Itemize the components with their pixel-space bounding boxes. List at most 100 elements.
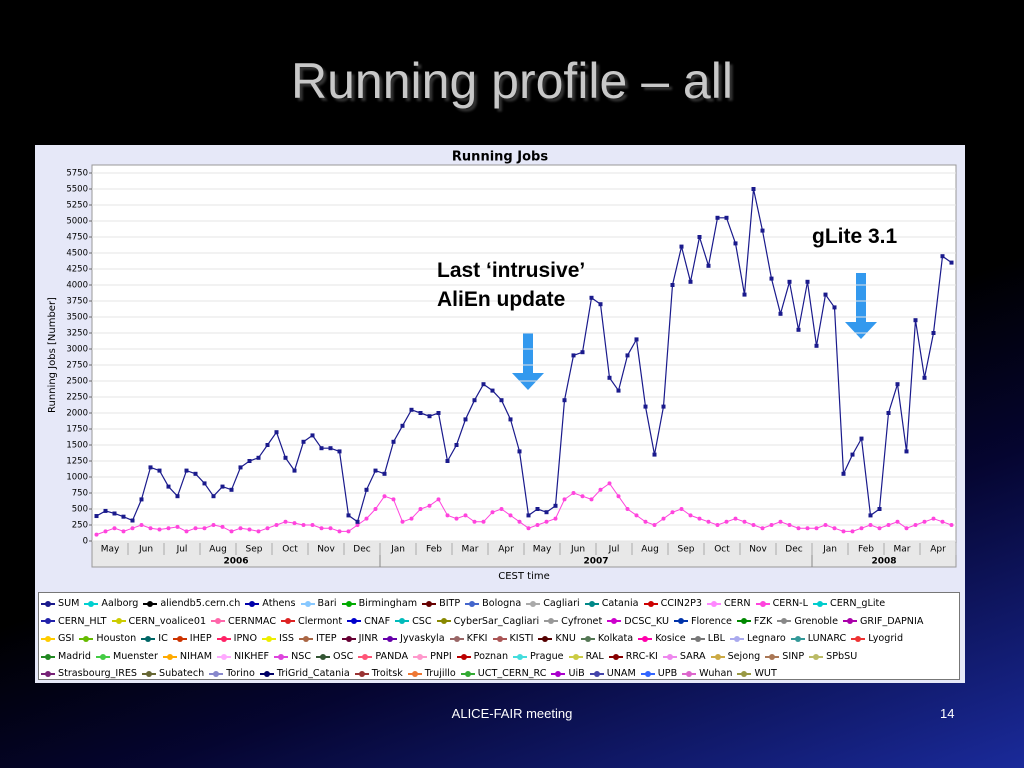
data-point (337, 449, 342, 454)
legend-swatch (730, 635, 744, 642)
legend-swatch (755, 600, 770, 607)
legend-item: KISTI (492, 630, 533, 648)
legend-item: CERN-L (755, 595, 808, 613)
data-point (310, 523, 315, 527)
data-point (607, 481, 612, 486)
data-point (895, 382, 900, 387)
data-point (418, 411, 423, 415)
legend-marker (453, 635, 460, 642)
legend-swatch (172, 635, 187, 642)
data-point (544, 519, 549, 524)
y-tick-label: 4750 (66, 233, 88, 243)
data-point (913, 318, 918, 323)
data-point (670, 283, 675, 287)
data-point (436, 497, 441, 502)
legend-marker (555, 671, 562, 678)
legend-item: Muenster (95, 648, 158, 666)
y-tick-label: 4500 (66, 249, 88, 259)
legend-marker (215, 618, 222, 625)
legend-swatch (809, 653, 824, 660)
legend-swatch (492, 635, 507, 642)
data-point (346, 529, 351, 534)
legend-item: NIHAM (162, 648, 212, 666)
x-tick-label: Apr (498, 545, 514, 555)
legend-swatch (216, 635, 231, 642)
legend-label: CSC (412, 615, 432, 627)
legend-item: SUM (41, 595, 79, 613)
data-point (472, 398, 477, 403)
legend-label: CNAF (364, 615, 391, 627)
legend-item: Kosice (638, 630, 686, 648)
legend-marker (83, 635, 90, 642)
x-tick-label: Aug (641, 545, 659, 555)
data-point (292, 468, 297, 473)
legend-label: SINP (782, 650, 805, 662)
data-point (148, 526, 153, 531)
y-tick-label: 2750 (66, 361, 88, 371)
legend-item: Subatech (142, 665, 204, 683)
legend-swatch (790, 635, 805, 642)
data-point (364, 516, 369, 521)
legend-marker (45, 653, 51, 660)
y-tick-label: 3500 (66, 313, 88, 323)
legend-marker (88, 600, 95, 607)
legend-item: Catania (584, 595, 639, 613)
legend-item: KNU (538, 630, 576, 648)
legend-marker (593, 671, 600, 678)
data-point (814, 343, 819, 348)
data-point (877, 507, 882, 511)
legend-swatch (395, 618, 410, 625)
data-point (841, 529, 846, 534)
data-point (661, 404, 666, 409)
data-point (769, 276, 774, 281)
legend-swatch (608, 653, 623, 660)
legend-item: IHEP (172, 630, 212, 648)
legend-item: Wuhan (682, 665, 732, 683)
footer: ALICE-FAIR meeting (451, 706, 573, 721)
data-point (616, 494, 621, 499)
legend-item: Aalborg (84, 595, 138, 613)
legend-label: UCT_CERN_RC (477, 668, 547, 680)
legend-label: Kosice (655, 633, 686, 645)
legend-marker (220, 635, 227, 642)
data-point (193, 526, 198, 531)
legend-swatch (211, 618, 226, 625)
legend-label: KFKI (466, 633, 488, 645)
y-tick-label: 3750 (66, 297, 88, 307)
legend-marker (813, 653, 820, 660)
legend-label: PNPI (430, 650, 452, 662)
legend-swatch (673, 618, 688, 625)
legend-label: Prague (530, 650, 564, 662)
chart-title: Running Jobs (452, 150, 548, 165)
legend-marker (166, 653, 173, 660)
data-point (292, 521, 297, 526)
data-point (553, 516, 558, 521)
legend-swatch (162, 653, 177, 660)
legend-marker (740, 618, 747, 625)
data-point (157, 468, 162, 473)
x-tick-label: Apr (930, 545, 946, 555)
data-point (391, 439, 396, 444)
data-point (265, 526, 270, 531)
data-point (634, 513, 639, 518)
data-point (715, 215, 720, 220)
legend-swatch (142, 671, 157, 678)
legend-item: Cagliari (526, 595, 580, 613)
legend-item: FZK (736, 613, 772, 631)
data-point (427, 414, 432, 419)
legend-item: UNAM (589, 665, 636, 683)
data-point (364, 487, 369, 492)
data-point (787, 523, 792, 527)
data-point (202, 526, 207, 531)
data-point (184, 468, 189, 473)
legend-marker (399, 618, 406, 625)
data-point (931, 331, 936, 335)
data-point (454, 443, 459, 447)
legend-marker (734, 635, 740, 642)
legend-marker (759, 600, 766, 607)
legend-marker (266, 635, 272, 642)
x-tick-label: Sep (678, 545, 695, 555)
legend-swatch (607, 618, 622, 625)
x-tick-label: Jul (176, 545, 188, 555)
data-point (283, 519, 288, 524)
